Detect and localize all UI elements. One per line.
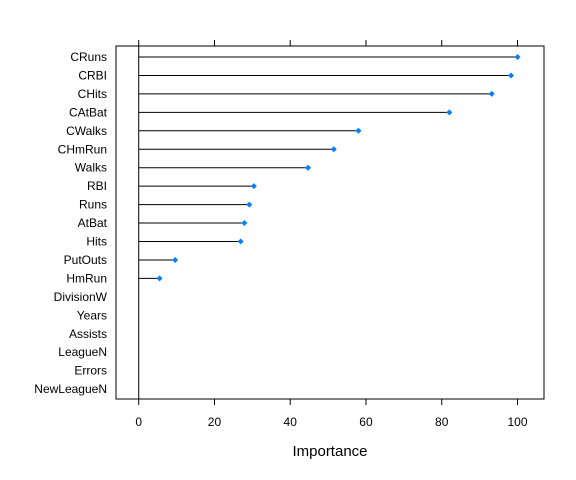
- category-label: CHmRun: [58, 142, 107, 156]
- data-point: [172, 256, 179, 263]
- data-point: [488, 90, 495, 97]
- category-label: PutOuts: [64, 253, 107, 267]
- category-label: CHits: [78, 87, 107, 101]
- category-label: NewLeagueN: [34, 382, 107, 396]
- category-label: CRuns: [70, 50, 107, 64]
- plot-frame: [115, 45, 545, 400]
- category-label: HmRun: [66, 271, 107, 285]
- data-point: [305, 164, 312, 171]
- category-label: AtBat: [78, 216, 108, 230]
- data-point: [237, 238, 244, 245]
- category-label: RBI: [87, 179, 107, 193]
- data-marks: [138, 54, 521, 282]
- category-label: Runs: [79, 198, 107, 212]
- category-label: CWalks: [66, 124, 107, 138]
- category-label: CRBI: [78, 68, 107, 82]
- data-point: [446, 109, 453, 116]
- data-point: [250, 183, 257, 190]
- category-label: Years: [77, 308, 107, 322]
- category-label: LeagueN: [58, 345, 107, 359]
- data-point: [241, 220, 248, 227]
- category-label: Hits: [86, 235, 107, 249]
- data-point: [246, 201, 253, 208]
- x-tick-label: 0: [135, 415, 142, 429]
- category-label: Assists: [69, 327, 107, 341]
- category-label: CAtBat: [69, 105, 108, 119]
- x-tick-label: 40: [284, 415, 298, 429]
- x-tick-label: 100: [507, 415, 527, 429]
- x-tick-label: 20: [208, 415, 222, 429]
- data-point: [355, 127, 362, 134]
- data-point: [514, 54, 521, 60]
- data-point: [508, 72, 515, 79]
- category-label: Walks: [75, 161, 107, 175]
- category-labels: CRuns CRBI CHits CAtBat CWalks CHmRun Walks RBI…: [34, 50, 107, 396]
- x-axis-title: Importance: [292, 443, 367, 460]
- data-point: [330, 146, 337, 153]
- x-axis: 0 20 40 60 80 100: [135, 40, 528, 429]
- x-tick-label: 60: [359, 415, 373, 429]
- data-point: [156, 275, 163, 282]
- category-label: DivisionW: [54, 290, 108, 304]
- x-tick-label: 80: [435, 415, 449, 429]
- category-label: Errors: [74, 364, 107, 378]
